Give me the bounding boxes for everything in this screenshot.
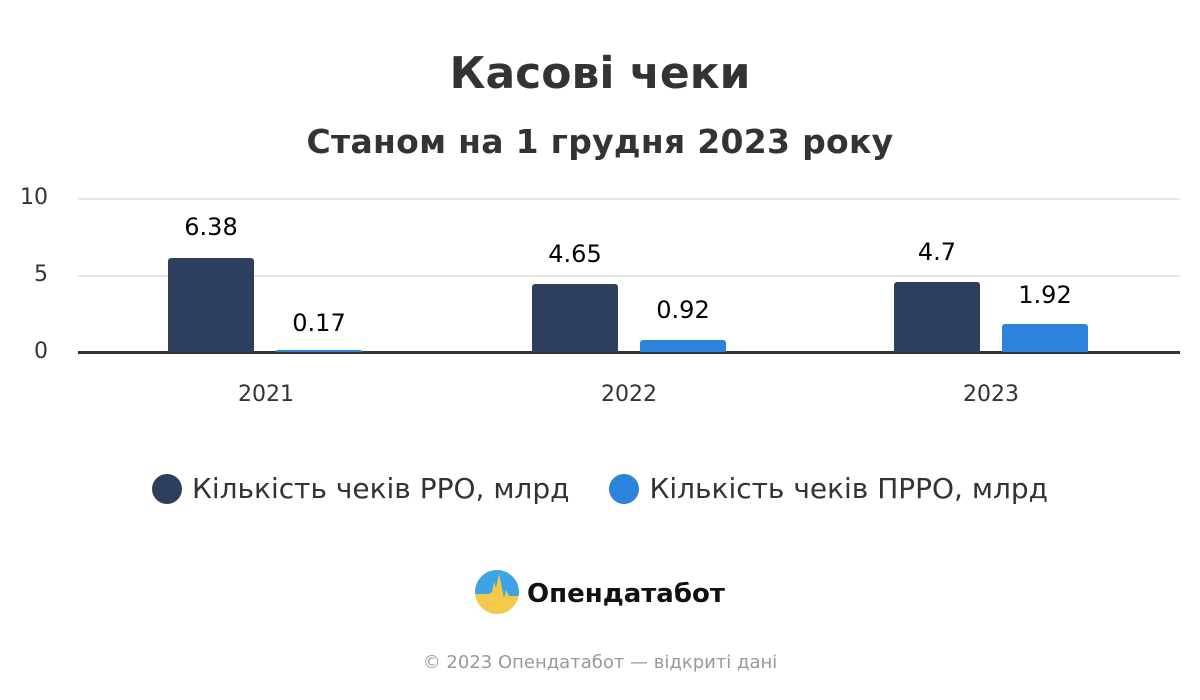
legend-label-prro: Кількість чеків ПРРО, млрд	[649, 472, 1049, 505]
bar-label-rro-2022: 4.65	[548, 240, 602, 268]
gridline-5	[78, 275, 1180, 277]
chart-subtitle: Станом на 1 грудня 2023 року	[306, 122, 894, 161]
bar-label-rro-2023: 4.7	[917, 238, 957, 266]
legend-dot-rro-icon	[151, 473, 182, 504]
bar-rro-2023[interactable]	[894, 282, 980, 352]
opendatabot-logo-icon	[475, 570, 520, 618]
chart-legend: Кількість чеків РРО, млрд Кількість чекі…	[0, 472, 1200, 505]
bar-label-rro-2021: 6.38	[184, 213, 238, 241]
bar-label-prro-2022: 0.92	[656, 296, 710, 324]
chart-title: Касові чеки	[449, 48, 751, 99]
legend-item-prro[interactable]: Кількість чеків ПРРО, млрд	[609, 472, 1048, 505]
bar-prro-2022[interactable]	[640, 340, 726, 352]
bar-label-prro-2021: 0.17	[292, 309, 346, 337]
plot-area: 10 5 0 6.38 0.17 2021 4.65 0.92 2022 4.7…	[20, 185, 1180, 407]
brand-name: Опендатабот	[527, 579, 725, 609]
footer-copyright: © 2023 Опендатабот — відкриті дані	[422, 652, 778, 673]
bar-rro-2021[interactable]	[168, 258, 254, 352]
y-tick-10: 10	[20, 185, 48, 210]
bar-label-prro-2023: 1.92	[1018, 281, 1072, 309]
y-tick-5: 5	[34, 262, 48, 287]
bar-rro-2022[interactable]	[532, 284, 618, 352]
gridline-10	[78, 198, 1180, 200]
x-axis-line	[78, 351, 1180, 354]
y-tick-0: 0	[34, 339, 48, 364]
x-tick-2022: 2022	[601, 382, 657, 407]
legend-dot-prro-icon	[609, 473, 640, 504]
bar-prro-2023[interactable]	[1002, 324, 1088, 352]
brand: Опендатабот	[0, 570, 1200, 618]
legend-item-rro[interactable]: Кількість чеків РРО, млрд	[151, 472, 570, 505]
legend-label-rro: Кількість чеків РРО, млрд	[191, 472, 570, 505]
x-tick-2021: 2021	[238, 382, 294, 407]
bar-prro-2021[interactable]	[276, 350, 362, 352]
x-tick-2023: 2023	[963, 382, 1019, 407]
